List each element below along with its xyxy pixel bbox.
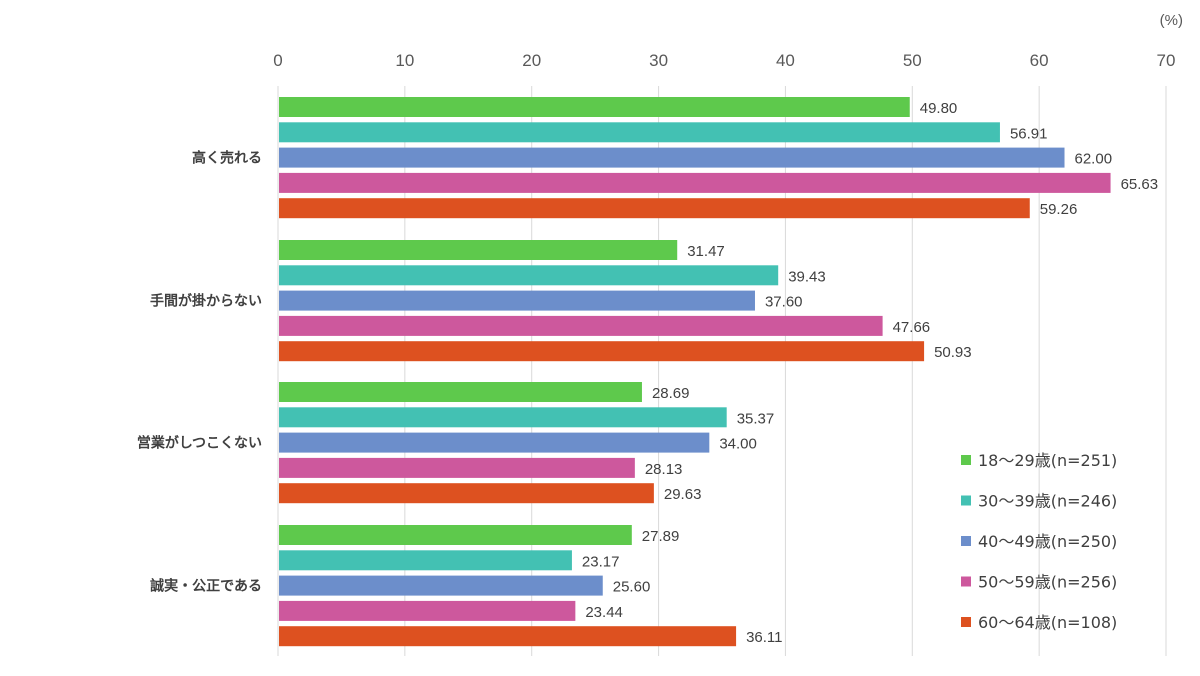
bar-1-2 [279, 290, 755, 311]
x-tick-label-60: 60 [1030, 51, 1049, 70]
x-tick-label-10: 10 [395, 51, 414, 70]
bar-2-4 [279, 483, 654, 504]
bar-3-2 [279, 575, 603, 596]
legend-swatch-2 [961, 536, 971, 546]
unit-label: (%) [1160, 12, 1183, 29]
data-label-2-0: 28.69 [652, 385, 690, 402]
bar-3-3 [279, 600, 576, 621]
bars: 49.80 56.91 62.00 65.63 59.26 31.47 39.43 37.60… [279, 97, 1159, 647]
bar-0-2 [279, 147, 1065, 168]
x-tick-label-20: 20 [522, 51, 541, 70]
legend-label-0: 18～29歳(n=251) [978, 451, 1117, 470]
legend-label-2: 40～49歳(n=250) [978, 532, 1117, 551]
bar-0-1 [279, 122, 1000, 143]
data-label-0-3: 65.63 [1121, 176, 1159, 193]
bar-0-3 [279, 172, 1111, 193]
data-label-3-4: 36.11 [746, 629, 782, 646]
legend: 18～29歳(n=251) 30～39歳(n=246) 40～49歳(n=250) 5… [961, 451, 1117, 632]
bar-3-0 [279, 525, 632, 545]
bar-2-0 [279, 382, 642, 402]
legend-label-3: 50～59歳(n=256) [978, 573, 1117, 592]
x-tick-label-70: 70 [1157, 51, 1176, 70]
bar-2-1 [279, 407, 727, 428]
data-label-1-0: 31.47 [687, 243, 725, 260]
x-tick-label-40: 40 [776, 51, 795, 70]
bar-0-0 [279, 97, 910, 117]
data-label-3-2: 25.60 [613, 579, 651, 596]
data-label-1-2: 37.60 [765, 294, 803, 311]
x-axis-ticks: 0 10 20 30 40 50 60 70 [273, 51, 1175, 70]
category-label-0: 高く売れる [192, 150, 262, 167]
data-label-3-1: 23.17 [582, 553, 620, 570]
x-tick-label-50: 50 [903, 51, 922, 70]
data-label-3-3: 23.44 [585, 604, 623, 621]
gridlines [277, 86, 1167, 656]
bar-1-0 [279, 240, 678, 260]
bar-1-3 [279, 315, 883, 336]
bar-1-1 [279, 265, 779, 286]
bar-3-4 [279, 626, 737, 647]
legend-swatch-4 [961, 617, 971, 627]
bar-2-2 [279, 432, 710, 453]
x-tick-label-0: 0 [273, 51, 282, 70]
data-label-0-4: 59.26 [1040, 201, 1078, 218]
category-label-2: 営業がしつこくない [137, 435, 262, 452]
data-label-3-0: 27.89 [642, 528, 680, 545]
data-label-1-1: 39.43 [788, 268, 826, 285]
legend-swatch-1 [961, 495, 971, 506]
data-label-2-2: 34.00 [719, 436, 757, 453]
bar-3-1 [279, 550, 572, 571]
data-label-2-3: 28.13 [645, 461, 683, 478]
data-label-2-1: 35.37 [737, 410, 775, 427]
bar-0-4 [279, 198, 1030, 219]
legend-label-4: 60～64歳(n=108) [978, 613, 1117, 632]
data-label-0-2: 62.00 [1075, 151, 1113, 168]
legend-label-1: 30～39歳(n=246) [978, 492, 1117, 511]
data-label-0-1: 56.91 [1010, 125, 1048, 142]
legend-swatch-3 [961, 576, 971, 587]
data-label-2-4: 29.63 [664, 486, 702, 503]
bar-1-4 [279, 341, 925, 362]
x-tick-label-30: 30 [649, 51, 668, 70]
bar-2-3 [279, 457, 635, 478]
legend-swatch-0 [961, 455, 971, 465]
category-label-1: 手間が掛からない [150, 293, 262, 310]
data-label-1-4: 50.93 [934, 344, 972, 361]
data-label-1-3: 47.66 [893, 319, 931, 336]
category-label-3: 誠実・公正である [150, 578, 262, 595]
data-label-0-0: 49.80 [920, 100, 958, 117]
